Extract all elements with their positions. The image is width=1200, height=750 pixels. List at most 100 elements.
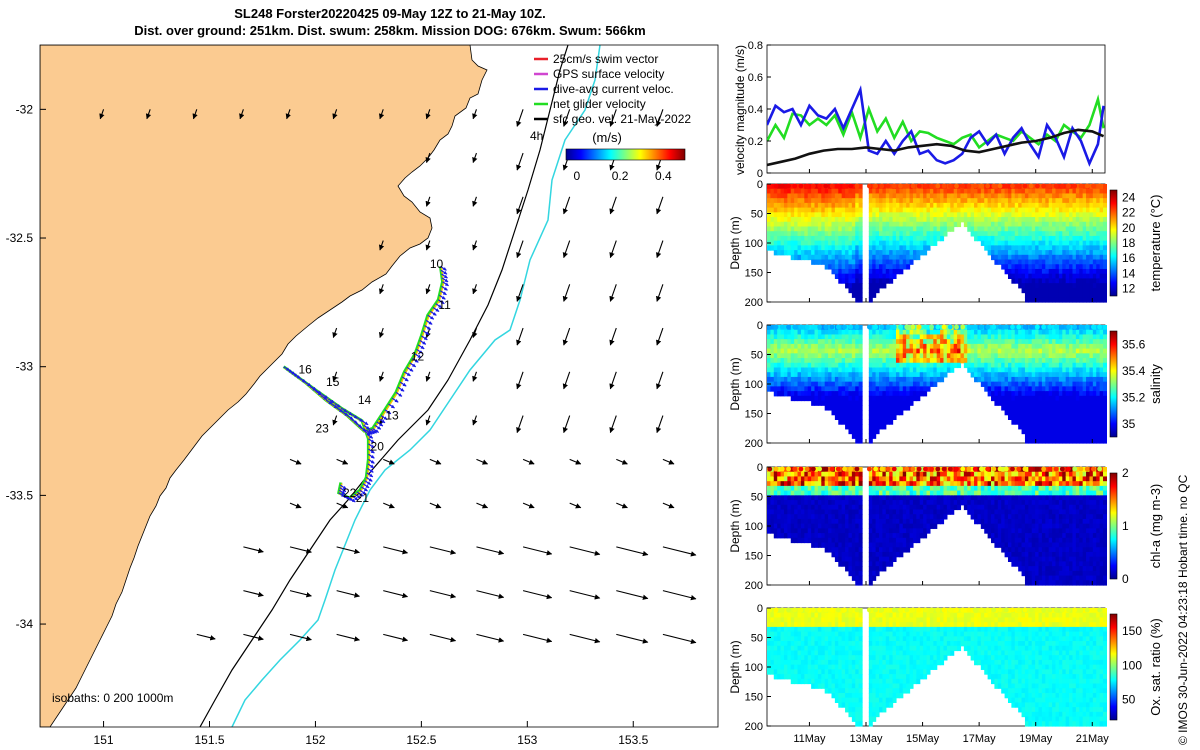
section-data-cell [1103,386,1108,392]
section-data-cell [790,514,795,520]
section-data-cell [1011,419,1016,425]
section-data-cell [828,504,833,511]
section-data-cell [1099,259,1104,265]
section-data-cell [780,207,785,213]
section-data-cell [923,193,928,199]
surface-current-arrow [378,284,385,295]
section-data-cell [1069,240,1074,246]
section-data-cell [1072,395,1077,402]
section-data-cell [831,386,836,392]
section-data-cell [1062,362,1067,369]
section-data-cell [923,391,928,397]
section-data-cell [875,226,880,232]
section-data-cell [994,231,999,237]
section-data-cell [1058,264,1063,270]
section-data-cell [800,188,805,195]
section-data-cell [1086,297,1091,303]
section-data-cell [1065,329,1070,336]
section-data-cell [1014,240,1019,246]
section-data-cell [1004,217,1009,223]
section-data-cell [1048,376,1053,383]
section-data-cell [1035,250,1040,256]
section-data-cell [855,202,860,209]
section-data-cell [794,254,799,261]
section-data-cell [875,376,880,383]
section-y-label: Depth (m) [728,357,742,410]
section-data-cell [916,353,921,359]
section-data-cell [1079,353,1084,359]
section-data-cell [868,198,873,204]
section-data-cell [841,372,846,378]
section-data-cell [1028,372,1033,378]
section-data-cell [824,481,829,487]
section-data-cell [1014,273,1019,279]
section-data-cell [875,514,880,520]
surface-current-arrow [476,458,489,465]
section-data-cell [902,217,907,223]
section-data-cell [1082,391,1087,397]
section-data-cell [1086,386,1091,392]
section-data-cell [885,245,890,251]
section-data-cell [821,207,826,213]
section-data-cell [828,348,833,354]
section-data-cell [794,198,799,204]
section-data-cell [1069,212,1074,218]
section-data-cell [1021,245,1026,251]
section-data-cell [1086,217,1091,223]
section-data-cell [916,528,921,534]
section-data-cell [851,533,856,539]
section-data-cell [1099,278,1104,284]
section-data-cell [946,367,951,373]
surface-current-arrow [569,502,582,509]
section-data-cell [1024,433,1029,439]
section-data-cell [804,221,809,228]
section-data-cell [909,372,914,378]
section-data-cell [882,348,887,354]
section-data-cell [804,339,809,345]
section-data-cell [1038,217,1043,223]
section-data-cell [858,419,863,425]
section-data-cell [838,259,843,265]
dive-avg-current-arrow [368,448,375,454]
section-data-cell [1018,395,1023,402]
section-data-cell [783,193,788,199]
map-frame [39,44,719,728]
surface-current-arrow [656,109,664,127]
section-data-cell [1075,235,1080,242]
section-data-cell [787,523,792,529]
section-data-cell [912,212,917,218]
section-data-cell [926,202,931,209]
section-data-cell [824,523,829,529]
section-data-cell [1035,283,1040,289]
section-data-cell [872,273,877,279]
section-data-cell [1062,273,1067,279]
section-data-cell [834,556,839,562]
surface-current-arrow [616,590,649,600]
section-data-cell [895,400,900,406]
section-data-cell [923,188,928,195]
section-data-cell [824,254,829,261]
section-data-cell [1099,419,1104,425]
section-data-cell [794,240,799,246]
section-data-cell [974,212,979,218]
section-data-cell [987,334,992,340]
section-data-cell [902,485,907,492]
section-data-cell [902,504,907,511]
section-data-cell [872,400,877,406]
section-data-cell [1103,283,1108,289]
section-data-cell [1024,235,1029,242]
section-data-cell [912,391,917,397]
section-data-cell [977,221,982,228]
section-data-cell [875,287,880,294]
section-data-cell [1103,226,1108,232]
surface-current-arrow [656,371,664,390]
section-data-cell [879,259,883,265]
section-data-cell [980,207,985,213]
section-data-cell [848,523,853,529]
section-data-cell [848,551,853,558]
section-data-cell [1011,207,1016,213]
section-surface-dot [1072,324,1078,330]
section-data-cell [814,533,819,539]
section-data-cell [1024,329,1029,336]
section-data-cell [790,188,795,195]
